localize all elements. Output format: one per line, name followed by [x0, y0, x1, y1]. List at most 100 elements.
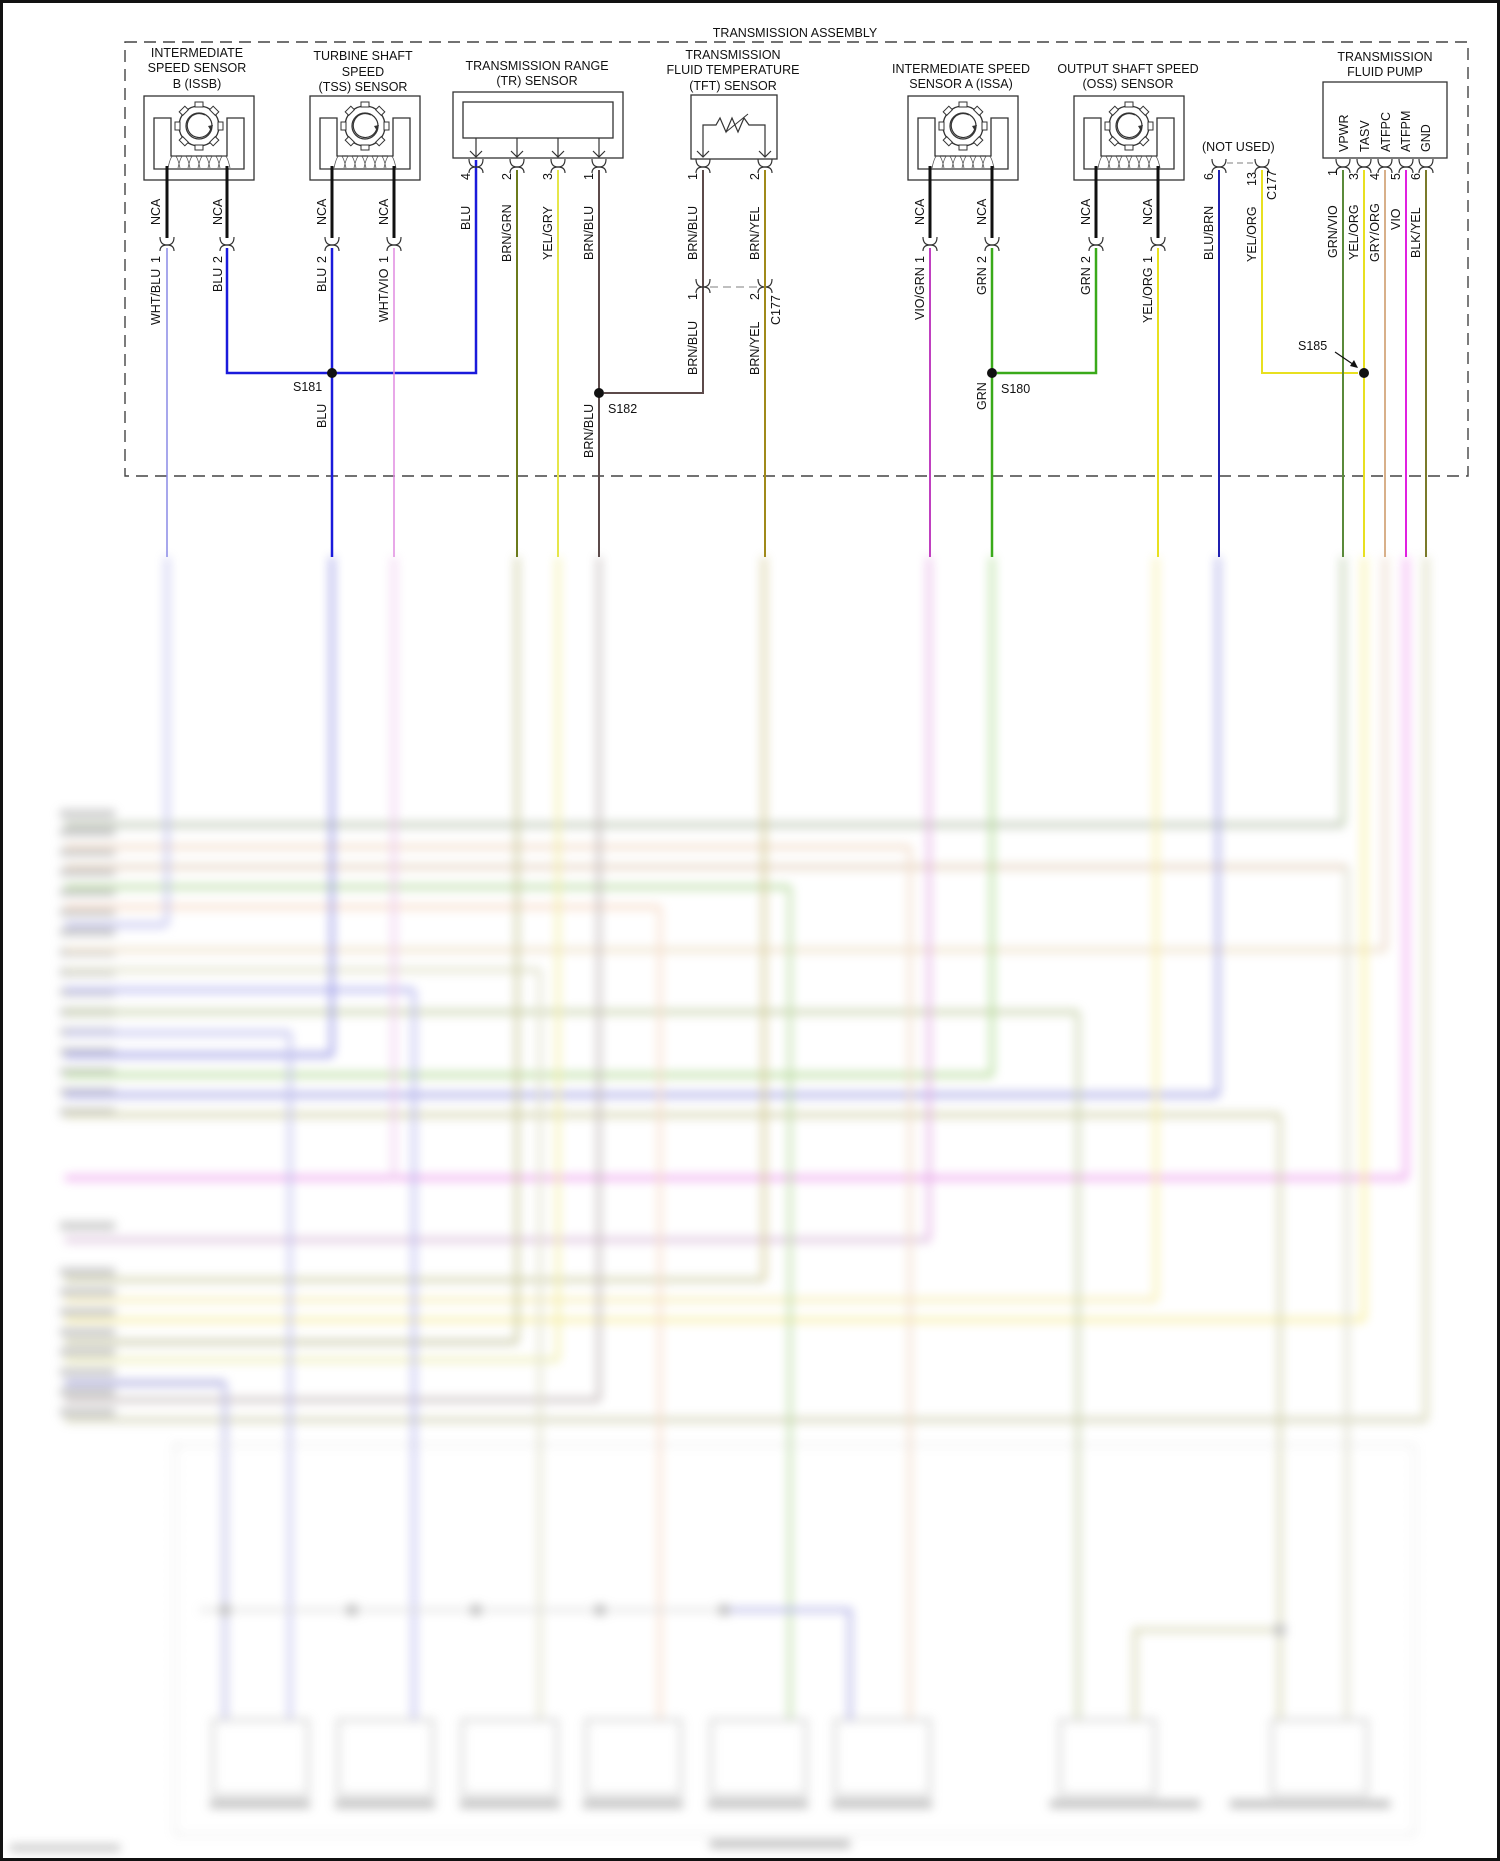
component-fluid-pump: TRANSMISSION FLUID PUMP VPWR TASV ATFPC … [1322, 50, 1448, 262]
svg-text:SPEED: SPEED [342, 65, 384, 79]
svg-text:VPWR: VPWR [1337, 115, 1351, 153]
svg-text:GRN: GRN [975, 267, 989, 295]
svg-text:5: 5 [1389, 173, 1403, 180]
component-not-used: (NOT USED) 6 13 C177 BLU/BRN YEL/ORG [1202, 140, 1279, 262]
svg-text:2: 2 [1079, 256, 1093, 263]
svg-text:2: 2 [748, 293, 762, 300]
svg-text:BLU: BLU [211, 268, 225, 292]
svg-text:1: 1 [582, 173, 596, 180]
svg-text:WHT/BLU: WHT/BLU [149, 269, 163, 325]
svg-text:1: 1 [913, 256, 927, 263]
blurred-lower-section [10, 557, 1428, 1851]
wire-blu-s181 [225, 160, 478, 375]
svg-text:1: 1 [686, 293, 700, 300]
svg-text:1: 1 [377, 256, 391, 263]
svg-text:TRANSMISSION: TRANSMISSION [685, 48, 780, 62]
svg-text:WHT/VIO: WHT/VIO [377, 268, 391, 322]
svg-text:2: 2 [315, 256, 329, 263]
wire-brn-blu-to-tft [604, 170, 704, 394]
svg-text:BRN/BLU: BRN/BLU [686, 321, 700, 375]
splice-s182-dot-icon [594, 388, 604, 398]
svg-text:BRN/YEL: BRN/YEL [748, 206, 762, 260]
svg-text:BLU: BLU [315, 404, 329, 428]
wire-grn-to-oss [997, 248, 1098, 375]
svg-text:TASV: TASV [1358, 120, 1372, 152]
svg-text:2: 2 [975, 256, 989, 263]
svg-text:4: 4 [1368, 173, 1382, 180]
svg-text:NCA: NCA [975, 198, 989, 225]
splice-s180-label: S180 [1001, 382, 1030, 396]
svg-text:BRN/BLU: BRN/BLU [686, 206, 700, 260]
svg-text:NCA: NCA [1141, 198, 1155, 225]
component-tss: TURBINE SHAFT SPEED (TSS) SENSOR NCA NCA… [310, 49, 420, 322]
svg-text:GRN/VIO: GRN/VIO [1326, 205, 1340, 258]
svg-text:1: 1 [149, 256, 163, 263]
svg-text:13: 13 [1245, 172, 1259, 186]
svg-text:3: 3 [541, 173, 555, 180]
svg-text:BLU: BLU [459, 206, 473, 230]
svg-text:2: 2 [500, 173, 514, 180]
svg-text:NCA: NCA [913, 198, 927, 225]
svg-text:OUTPUT SHAFT SPEED: OUTPUT SHAFT SPEED [1057, 62, 1198, 76]
component-tr-sensor: TRANSMISSION RANGE (TR) SENSOR 4 2 3 1 B… [452, 59, 624, 262]
svg-text:FLUID PUMP: FLUID PUMP [1347, 65, 1423, 79]
svg-text:BLU/BRN: BLU/BRN [1202, 206, 1216, 260]
svg-text:1: 1 [686, 173, 700, 180]
svg-text:C177: C177 [769, 295, 783, 325]
speed-sensor-symbol-icon [144, 96, 254, 180]
svg-text:SPEED SENSOR: SPEED SENSOR [148, 61, 247, 75]
svg-text:(OSS) SENSOR: (OSS) SENSOR [1083, 77, 1174, 91]
svg-text:TURBINE SHAFT: TURBINE SHAFT [313, 49, 413, 63]
svg-text:1: 1 [1326, 169, 1340, 176]
svg-text:GRY/ORG: GRY/ORG [1368, 203, 1382, 262]
svg-text:YEL/ORG: YEL/ORG [1141, 267, 1155, 323]
speed-sensor-symbol-icon [908, 96, 1018, 180]
component-issa: INTERMEDIATE SPEED SENSOR A (ISSA) NCA N… [892, 62, 1030, 320]
svg-text:B (ISSB): B (ISSB) [173, 77, 222, 91]
svg-text:1: 1 [1141, 256, 1155, 263]
svg-text:(TSS) SENSOR: (TSS) SENSOR [319, 80, 408, 94]
svg-text:ATFPM: ATFPM [1399, 111, 1413, 152]
splice-s181-label: S181 [293, 380, 322, 394]
assembly-title: TRANSMISSION ASSEMBLY [713, 26, 878, 40]
svg-text:GND: GND [1419, 124, 1433, 152]
svg-text:SENSOR A (ISSA): SENSOR A (ISSA) [909, 77, 1013, 91]
svg-text:6: 6 [1409, 173, 1423, 180]
component-oss: OUTPUT SHAFT SPEED (OSS) SENSOR NCA NCA … [1057, 62, 1198, 323]
svg-text:NCA: NCA [1079, 198, 1093, 225]
speed-sensor-symbol-icon [310, 96, 420, 180]
svg-text:BRN/BLU: BRN/BLU [582, 404, 596, 458]
svg-text:BRN/BLU: BRN/BLU [582, 206, 596, 260]
svg-text:VIO/GRN: VIO/GRN [913, 267, 927, 320]
splice-s180-dot-icon [987, 368, 997, 378]
svg-text:BLU: BLU [315, 268, 329, 292]
splice-s185-dot-icon [1359, 368, 1369, 378]
splice-s181-dot-icon [327, 368, 337, 378]
svg-text:BRN/GRN: BRN/GRN [500, 204, 514, 262]
wire-yel-org-to-s185 [1261, 170, 1358, 374]
svg-text:BRN/YEL: BRN/YEL [748, 321, 762, 375]
svg-text:TRANSMISSION: TRANSMISSION [1337, 50, 1432, 64]
svg-text:BLK/YEL: BLK/YEL [1409, 207, 1423, 258]
splice-s185-label: S185 [1298, 339, 1327, 353]
svg-text:VIO: VIO [1389, 208, 1403, 230]
svg-text:NCA: NCA [149, 198, 163, 225]
svg-text:INTERMEDIATE: INTERMEDIATE [151, 46, 243, 60]
svg-text:GRN: GRN [1079, 267, 1093, 295]
svg-text:2: 2 [211, 256, 225, 263]
svg-text:GRN: GRN [975, 382, 989, 410]
svg-text:YEL/ORG: YEL/ORG [1347, 204, 1361, 260]
svg-text:(NOT USED): (NOT USED) [1202, 140, 1275, 154]
splice-s182-label: S182 [608, 402, 637, 416]
svg-text:(TR) SENSOR: (TR) SENSOR [496, 74, 577, 88]
svg-text:TRANSMISSION RANGE: TRANSMISSION RANGE [465, 59, 608, 73]
svg-text:4: 4 [459, 173, 473, 180]
svg-text:NCA: NCA [211, 198, 225, 225]
svg-text:ATFPC: ATFPC [1379, 112, 1393, 152]
svg-text:YEL/GRY: YEL/GRY [541, 205, 555, 260]
svg-text:INTERMEDIATE SPEED: INTERMEDIATE SPEED [892, 62, 1030, 76]
svg-text:NCA: NCA [315, 198, 329, 225]
svg-text:6: 6 [1202, 173, 1216, 180]
